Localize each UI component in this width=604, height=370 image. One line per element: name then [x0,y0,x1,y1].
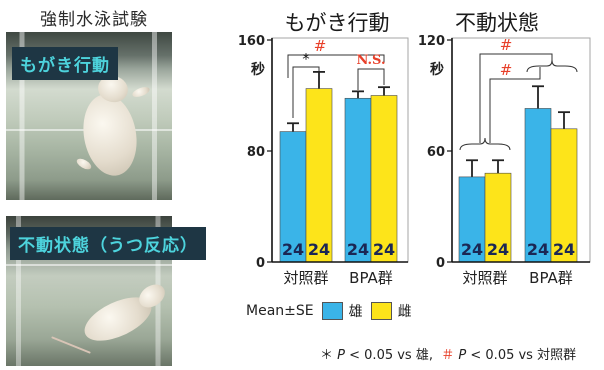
significance-bracket [357,68,385,90]
sample-size-label: 24 [373,240,395,259]
y-tick-label: 0 [256,256,265,271]
significance-mark: # [500,61,513,79]
x-category-label: 対照群 [283,269,328,287]
sample-size-label: 24 [487,240,509,259]
significance-bracket [287,54,385,78]
footnote-hash-p: P [458,348,467,363]
legend-text-female: 雌 [397,304,412,320]
sample-size-label: 24 [553,240,575,259]
footnote-hash-symbol: ＃ [441,348,455,363]
bar-control-male [458,176,486,263]
bar-bpa-female [550,128,578,263]
significance-mark: N.S. [356,53,385,68]
photo-label-struggling: もがき行動 [12,47,118,80]
y-tick-label: 120 [418,34,445,49]
bar-control-male [279,131,307,263]
x-category-label: BPA群 [529,269,573,287]
significance-bracket [292,66,320,118]
footnote-star-p: P [337,348,345,363]
legend: Mean±SE 雄 雌 [246,301,412,321]
legend-label: Mean±SE [246,303,314,319]
bar-control-female [484,172,512,263]
significance-footnote: ＊ P < 0.05 vs 雄, ＃ P < 0.05 vs 対照群 [320,344,576,363]
bar-control-female [305,88,333,263]
legend-swatch-male [321,302,343,320]
y-tick-label: 0 [436,256,445,271]
figure-title-forced-swim-test: 強制水泳試験 [40,10,148,30]
significance-bracket [489,67,541,143]
y-tick-label: 60 [427,145,445,160]
legend-swatch-female [370,302,392,320]
sample-size-label: 24 [461,240,483,259]
sample-size-label: 24 [308,240,330,259]
significance-mark: # [500,36,513,54]
x-category-label: BPA群 [349,269,393,287]
y-axis-unit: 秒 [251,61,265,78]
chart-title: 不動状態 [455,11,539,35]
significance-mark: * [302,50,310,68]
significance-bracket [479,53,553,143]
footnote-hash-text: < 0.05 vs 対照群 [470,348,577,363]
y-tick-label: 80 [247,145,265,160]
footnote-star-text: < 0.05 vs 雄, [349,348,433,363]
sample-size-label: 24 [282,240,304,259]
footnote-star-symbol: ＊ [320,348,334,363]
sample-size-label: 24 [347,240,369,259]
photo-label-immobility: 不動状態（うつ反応） [10,227,206,260]
water-surface [6,264,172,266]
x-category-label: 対照群 [462,269,507,287]
group-brace [459,137,511,151]
rat-tail [51,336,91,354]
chart-title: もがき行動 [285,11,390,35]
rat-paw [131,85,151,99]
bar-bpa-male [344,97,372,263]
significance-mark: # [314,37,327,55]
y-tick-label: 160 [238,34,265,49]
bar-bpa-male [524,108,552,263]
sample-size-label: 24 [527,240,549,259]
y-axis-unit: 秒 [430,61,444,78]
legend-text-male: 雄 [348,304,363,320]
bar-bpa-female [370,95,398,263]
